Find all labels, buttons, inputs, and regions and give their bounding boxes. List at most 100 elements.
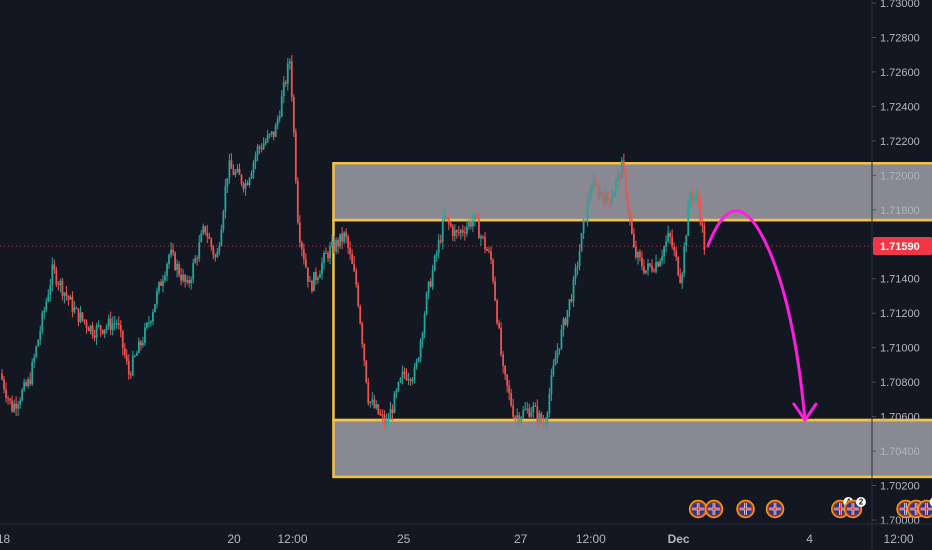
- y-tick-label: 1.71800: [880, 205, 920, 217]
- y-tick-label: 1.72600: [880, 67, 920, 79]
- candle-body: [419, 340, 422, 358]
- candle-body: [443, 215, 446, 221]
- candle-body: [407, 379, 410, 381]
- candle-body: [325, 252, 327, 254]
- candle-body: [604, 192, 607, 205]
- candle-body: [379, 414, 382, 416]
- projection-path[interactable]: [706, 209, 807, 422]
- candle-body: [411, 379, 414, 382]
- candle-body: [262, 143, 265, 150]
- candle-body: [470, 221, 472, 227]
- candle-body: [500, 327, 502, 355]
- time-axis[interactable]: 18 20 12:00 25 27 12:00 Dec 4 12:00: [0, 523, 932, 546]
- resistance-zone[interactable]: [332, 162, 932, 222]
- candle-body: [530, 412, 533, 417]
- candle-body: [616, 173, 619, 181]
- candle-body: [119, 325, 122, 331]
- candle-body: [490, 251, 492, 260]
- candle-body: [512, 405, 515, 417]
- event-flag-icon[interactable]: [688, 499, 708, 519]
- candle-body: [242, 183, 245, 189]
- candle-body: [508, 385, 511, 393]
- candle-body: [506, 374, 509, 386]
- candle-body: [65, 292, 68, 297]
- candle-body: [103, 329, 106, 334]
- candle-body: [520, 417, 523, 423]
- candle-body: [282, 82, 285, 97]
- candle-body: [192, 262, 195, 280]
- candle-body: [302, 249, 305, 260]
- candle-body: [596, 184, 599, 197]
- candle-body: [554, 358, 557, 366]
- candle-body: [679, 275, 682, 283]
- candle-body: [345, 232, 348, 237]
- x-tick-label: 18: [0, 532, 11, 546]
- candle-body: [51, 264, 54, 285]
- event-flag-icon[interactable]: 2: [843, 497, 866, 519]
- candle-body: [230, 160, 233, 169]
- event-flag-icon[interactable]: 3: [917, 497, 932, 519]
- candle-body: [421, 333, 424, 341]
- candle-body: [266, 135, 269, 142]
- candle-body: [363, 344, 366, 361]
- candle-body: [586, 198, 589, 221]
- candle-body: [399, 378, 402, 383]
- candle-body: [234, 171, 237, 175]
- candle-body: [657, 262, 659, 267]
- candle-body: [498, 323, 500, 328]
- candle-body: [425, 292, 428, 315]
- candle-body: [663, 246, 665, 257]
- candle-body: [687, 204, 690, 236]
- y-tick-label: 1.72400: [880, 101, 920, 113]
- candle-body: [37, 339, 40, 347]
- candle-body: [598, 191, 601, 197]
- support-zone[interactable]: [332, 418, 932, 479]
- candle-body: [228, 160, 231, 178]
- candle-body: [327, 253, 329, 259]
- candle-body: [488, 250, 490, 252]
- candles: [1, 55, 706, 431]
- candle-body: [353, 263, 356, 272]
- candle-body: [486, 249, 488, 251]
- candle-body: [11, 400, 13, 412]
- candle-body: [373, 399, 376, 408]
- x-tick-label: 12:00: [576, 532, 606, 546]
- candle-body: [152, 312, 154, 322]
- price-axis[interactable]: 1.73000 1.72800 1.72600 1.72400 1.72200 1.720…: [872, 0, 932, 527]
- event-flag-icon[interactable]: [736, 499, 755, 519]
- candle-body: [480, 236, 482, 239]
- candle-body: [337, 239, 339, 247]
- candle-body: [274, 125, 277, 137]
- candle-body: [294, 132, 297, 182]
- candle-body: [472, 219, 474, 227]
- candle-body: [463, 232, 466, 234]
- candle-body: [457, 232, 460, 234]
- x-tick-label: 20: [227, 532, 241, 546]
- candle-body: [661, 256, 663, 261]
- event-flag-icon[interactable]: [765, 499, 785, 519]
- candle-body: [395, 390, 398, 394]
- candle-body: [659, 260, 661, 267]
- candle-body: [190, 279, 193, 284]
- candle-body: [572, 278, 575, 302]
- candle-body: [83, 319, 86, 322]
- range-box[interactable]: [332, 218, 932, 422]
- candle-body: [329, 246, 331, 259]
- candle-body: [331, 241, 333, 247]
- candle-body: [137, 341, 140, 354]
- candle-body: [240, 175, 243, 184]
- candle-body: [246, 183, 249, 185]
- candle-body: [532, 405, 535, 413]
- candle-body: [673, 246, 676, 251]
- candle-body: [681, 273, 684, 283]
- candle-body: [641, 257, 643, 267]
- candle-body: [317, 277, 319, 281]
- candle-body: [35, 346, 38, 357]
- candle-body: [467, 221, 470, 227]
- candle-body: [264, 141, 267, 144]
- candle-body: [298, 222, 301, 243]
- candle-body: [244, 183, 247, 189]
- event-flag-icon[interactable]: [704, 499, 724, 519]
- candle-body: [63, 292, 66, 296]
